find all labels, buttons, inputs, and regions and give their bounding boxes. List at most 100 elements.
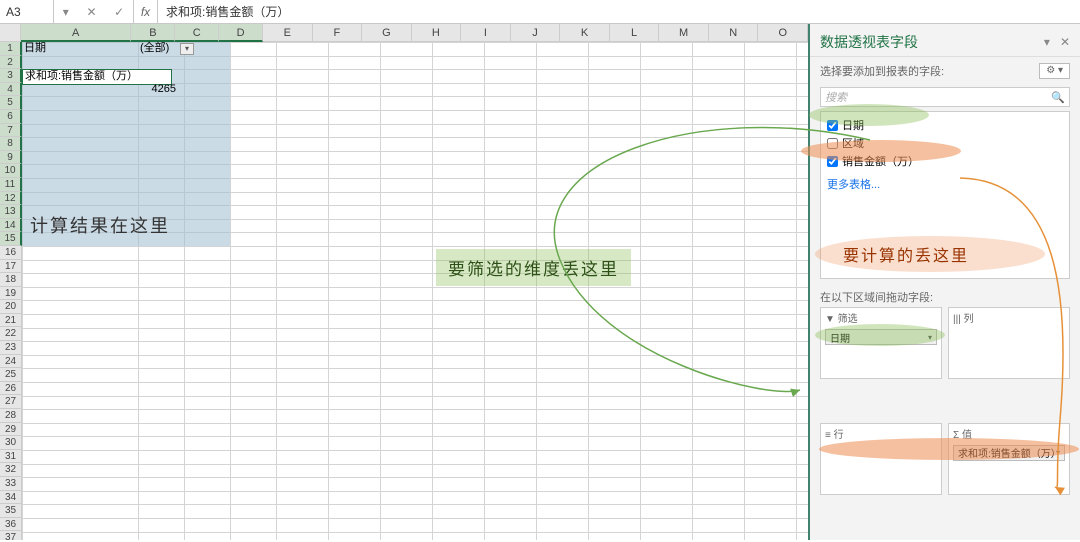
field-checkbox[interactable] — [827, 156, 838, 167]
col-head-J[interactable]: J — [511, 24, 561, 42]
col-head-O[interactable]: O — [758, 24, 808, 42]
row-head-15[interactable]: 15 — [0, 232, 22, 246]
row-head-22[interactable]: 22 — [0, 327, 22, 341]
row-head-28[interactable]: 28 — [0, 409, 22, 423]
row-head-34[interactable]: 34 — [0, 491, 22, 505]
row-head-23[interactable]: 23 — [0, 341, 22, 355]
panel-close-icon[interactable]: ✕ — [1060, 35, 1070, 49]
row-head-9[interactable]: 9 — [0, 151, 22, 165]
panel-minimize-icon[interactable]: ▾ — [1044, 35, 1050, 49]
field-区域[interactable]: 区域 — [827, 134, 1063, 152]
field-list: 日期区域销售金额（万） 更多表格... 要计算的丢这里 — [820, 111, 1070, 279]
row-head-21[interactable]: 21 — [0, 314, 22, 328]
row-headers: 1234567891011121314151617181920212223242… — [0, 42, 22, 540]
search-icon: 🔍 — [1051, 91, 1065, 104]
col-head-F[interactable]: F — [313, 24, 363, 42]
row-head-29[interactable]: 29 — [0, 423, 22, 437]
filter-item[interactable]: 日期▾ — [825, 329, 937, 345]
cell-B1[interactable]: (全部) — [138, 42, 178, 56]
field-日期[interactable]: 日期 — [827, 116, 1063, 134]
row-head-6[interactable]: 6 — [0, 110, 22, 124]
row-head-4[interactable]: 4 — [0, 83, 22, 97]
row-head-30[interactable]: 30 — [0, 436, 22, 450]
fx-label[interactable]: fx — [134, 0, 158, 23]
annotation-calc: 要计算的丢这里 — [843, 242, 969, 266]
annotation-result: 计算结果在这里 — [30, 212, 170, 238]
field-search[interactable]: 搜索 🔍 — [820, 87, 1070, 107]
row-head-24[interactable]: 24 — [0, 355, 22, 369]
col-head-N[interactable]: N — [709, 24, 759, 42]
row-head-12[interactable]: 12 — [0, 192, 22, 206]
col-head-K[interactable]: K — [560, 24, 610, 42]
filter-area-head: ▼ 筛选 — [821, 308, 941, 327]
cancel-icon[interactable]: ✕ — [86, 5, 96, 19]
row-head-32[interactable]: 32 — [0, 463, 22, 477]
col-head-M[interactable]: M — [659, 24, 709, 42]
formula-icons: ▾ ✕ ✓ — [54, 0, 134, 23]
row-head-31[interactable]: 31 — [0, 450, 22, 464]
formula-input[interactable]: 求和项:销售金额（万） — [158, 3, 1080, 20]
col-head-H[interactable]: H — [412, 24, 462, 42]
field-label: 区域 — [842, 135, 864, 151]
row-head-35[interactable]: 35 — [0, 504, 22, 518]
values-area-head: Σ 值 — [949, 424, 1069, 443]
row-head-17[interactable]: 17 — [0, 260, 22, 274]
field-销售金额（万）[interactable]: 销售金额（万） — [827, 152, 1063, 170]
col-head-G[interactable]: G — [362, 24, 412, 42]
col-head-A[interactable]: A — [21, 24, 131, 42]
filter-dropdown-icon[interactable]: ▾ — [180, 43, 194, 55]
col-head-E[interactable]: E — [263, 24, 313, 42]
panel-subtitle: 选择要添加到报表的字段: — [820, 63, 944, 79]
select-all-corner[interactable] — [0, 24, 21, 42]
gear-icon[interactable]: ⚙ ▾ — [1039, 63, 1070, 79]
more-tables-link[interactable]: 更多表格... — [827, 176, 1063, 192]
row-head-25[interactable]: 25 — [0, 368, 22, 382]
col-head-L[interactable]: L — [610, 24, 660, 42]
field-checkbox[interactable] — [827, 120, 838, 131]
row-head-20[interactable]: 20 — [0, 300, 22, 314]
field-checkbox[interactable] — [827, 138, 838, 149]
rows-area[interactable]: ≡ 行 — [820, 423, 942, 495]
row-head-26[interactable]: 26 — [0, 382, 22, 396]
row-head-16[interactable]: 16 — [0, 246, 22, 260]
dropdown-icon[interactable]: ▾ — [63, 5, 69, 19]
row-head-2[interactable]: 2 — [0, 56, 22, 70]
col-head-C[interactable]: C — [175, 24, 219, 42]
row-head-11[interactable]: 11 — [0, 178, 22, 192]
drag-label: 在以下区域间拖动字段: — [810, 283, 1080, 307]
row-head-10[interactable]: 10 — [0, 164, 22, 178]
row-head-1[interactable]: 1 — [0, 42, 22, 56]
cell-grid[interactable]: 日期 (全部) ▾ 求和项:销售金额（万） 4265 — [22, 42, 808, 540]
row-head-37[interactable]: 37 — [0, 531, 22, 540]
row-head-3[interactable]: 3 — [0, 69, 22, 83]
field-label: 销售金额（万） — [842, 153, 919, 169]
formula-bar: A3 ▾ ✕ ✓ fx 求和项:销售金额（万） — [0, 0, 1080, 24]
row-head-14[interactable]: 14 — [0, 219, 22, 233]
columns-area-head: ||| 列 — [949, 308, 1069, 327]
col-head-B[interactable]: B — [131, 24, 175, 42]
row-head-7[interactable]: 7 — [0, 124, 22, 138]
row-head-18[interactable]: 18 — [0, 273, 22, 287]
col-head-D[interactable]: D — [219, 24, 263, 42]
confirm-icon[interactable]: ✓ — [114, 5, 124, 19]
filter-area[interactable]: ▼ 筛选 日期▾ — [820, 307, 942, 379]
values-area[interactable]: Σ 值 求和项:销售金额（万）▾ — [948, 423, 1070, 495]
col-head-I[interactable]: I — [461, 24, 511, 42]
name-box[interactable]: A3 — [0, 0, 54, 23]
cell-B4[interactable]: 4265 — [138, 83, 178, 97]
row-head-27[interactable]: 27 — [0, 395, 22, 409]
search-placeholder: 搜索 — [825, 89, 847, 105]
row-head-8[interactable]: 8 — [0, 137, 22, 151]
cell-A1[interactable]: 日期 — [22, 42, 138, 56]
panel-title: 数据透视表字段 — [820, 32, 918, 52]
spreadsheet[interactable]: ABCDEFGHIJKLMNO 123456789101112131415161… — [0, 24, 808, 540]
row-head-19[interactable]: 19 — [0, 287, 22, 301]
value-item[interactable]: 求和项:销售金额（万）▾ — [953, 445, 1065, 461]
column-headers: ABCDEFGHIJKLMNO — [0, 24, 808, 42]
row-head-33[interactable]: 33 — [0, 477, 22, 491]
columns-area[interactable]: ||| 列 — [948, 307, 1070, 379]
row-head-36[interactable]: 36 — [0, 518, 22, 532]
pivot-field-panel: 数据透视表字段 ▾ ✕ 选择要添加到报表的字段: ⚙ ▾ 搜索 🔍 日期区域销售… — [808, 24, 1080, 540]
row-head-5[interactable]: 5 — [0, 96, 22, 110]
row-head-13[interactable]: 13 — [0, 205, 22, 219]
